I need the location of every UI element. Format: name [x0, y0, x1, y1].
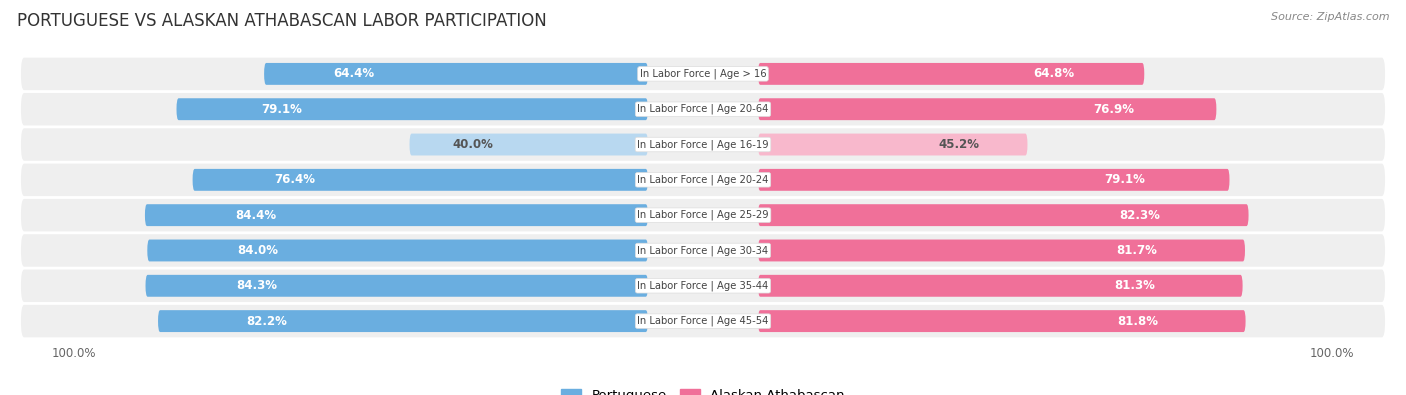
Text: 84.0%: 84.0% — [238, 244, 278, 257]
Text: 82.2%: 82.2% — [246, 314, 287, 327]
FancyBboxPatch shape — [758, 63, 1144, 85]
FancyBboxPatch shape — [145, 275, 648, 297]
FancyBboxPatch shape — [758, 204, 1249, 226]
Text: 76.4%: 76.4% — [274, 173, 315, 186]
FancyBboxPatch shape — [264, 63, 648, 85]
FancyBboxPatch shape — [409, 134, 648, 156]
FancyBboxPatch shape — [21, 199, 1385, 231]
Text: In Labor Force | Age 25-29: In Labor Force | Age 25-29 — [637, 210, 769, 220]
Text: In Labor Force | Age 35-44: In Labor Force | Age 35-44 — [637, 280, 769, 291]
FancyBboxPatch shape — [177, 98, 648, 120]
Text: Source: ZipAtlas.com: Source: ZipAtlas.com — [1271, 12, 1389, 22]
FancyBboxPatch shape — [758, 310, 1246, 332]
FancyBboxPatch shape — [21, 128, 1385, 161]
Text: 81.7%: 81.7% — [1116, 244, 1157, 257]
Text: 100.0%: 100.0% — [1309, 346, 1354, 359]
FancyBboxPatch shape — [145, 204, 648, 226]
Text: In Labor Force | Age 30-34: In Labor Force | Age 30-34 — [637, 245, 769, 256]
Text: In Labor Force | Age 45-54: In Labor Force | Age 45-54 — [637, 316, 769, 326]
FancyBboxPatch shape — [758, 98, 1216, 120]
Text: PORTUGUESE VS ALASKAN ATHABASCAN LABOR PARTICIPATION: PORTUGUESE VS ALASKAN ATHABASCAN LABOR P… — [17, 12, 547, 30]
Text: 76.9%: 76.9% — [1092, 103, 1133, 116]
Text: 79.1%: 79.1% — [262, 103, 302, 116]
Text: 45.2%: 45.2% — [938, 138, 979, 151]
FancyBboxPatch shape — [21, 93, 1385, 126]
FancyBboxPatch shape — [21, 58, 1385, 90]
Text: 81.8%: 81.8% — [1116, 314, 1159, 327]
FancyBboxPatch shape — [21, 234, 1385, 267]
Text: In Labor Force | Age > 16: In Labor Force | Age > 16 — [640, 69, 766, 79]
FancyBboxPatch shape — [21, 269, 1385, 302]
Text: In Labor Force | Age 20-24: In Labor Force | Age 20-24 — [637, 175, 769, 185]
Text: 84.4%: 84.4% — [235, 209, 277, 222]
Legend: Portuguese, Alaskan Athabascan: Portuguese, Alaskan Athabascan — [555, 384, 851, 395]
Text: 64.4%: 64.4% — [333, 68, 374, 81]
Text: 84.3%: 84.3% — [236, 279, 277, 292]
FancyBboxPatch shape — [193, 169, 648, 191]
Text: In Labor Force | Age 20-64: In Labor Force | Age 20-64 — [637, 104, 769, 115]
Text: In Labor Force | Age 16-19: In Labor Force | Age 16-19 — [637, 139, 769, 150]
FancyBboxPatch shape — [21, 305, 1385, 337]
FancyBboxPatch shape — [758, 239, 1244, 261]
FancyBboxPatch shape — [758, 169, 1229, 191]
FancyBboxPatch shape — [157, 310, 648, 332]
FancyBboxPatch shape — [21, 164, 1385, 196]
Text: 40.0%: 40.0% — [453, 138, 494, 151]
Text: 79.1%: 79.1% — [1104, 173, 1144, 186]
FancyBboxPatch shape — [758, 134, 1028, 156]
FancyBboxPatch shape — [148, 239, 648, 261]
FancyBboxPatch shape — [758, 275, 1243, 297]
Text: 100.0%: 100.0% — [52, 346, 97, 359]
Text: 64.8%: 64.8% — [1033, 68, 1074, 81]
Text: 81.3%: 81.3% — [1115, 279, 1156, 292]
Text: 82.3%: 82.3% — [1119, 209, 1160, 222]
